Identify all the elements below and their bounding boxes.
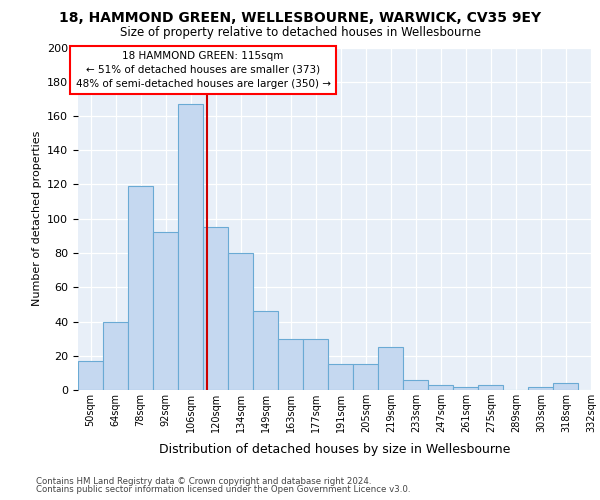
Text: 18, HAMMOND GREEN, WELLESBOURNE, WARWICK, CV35 9EY: 18, HAMMOND GREEN, WELLESBOURNE, WARWICK…: [59, 11, 541, 25]
Bar: [128, 186, 153, 390]
Bar: [454, 386, 478, 390]
Text: Contains public sector information licensed under the Open Government Licence v3: Contains public sector information licen…: [36, 485, 410, 494]
Bar: [478, 385, 503, 390]
Bar: [103, 322, 128, 390]
Bar: [428, 385, 454, 390]
Text: Contains HM Land Registry data © Crown copyright and database right 2024.: Contains HM Land Registry data © Crown c…: [36, 477, 371, 486]
Bar: [78, 361, 103, 390]
Bar: [178, 104, 203, 390]
Bar: [228, 253, 253, 390]
Bar: [529, 386, 553, 390]
Bar: [328, 364, 353, 390]
X-axis label: Distribution of detached houses by size in Wellesbourne: Distribution of detached houses by size …: [159, 444, 510, 456]
Bar: [353, 364, 378, 390]
Bar: [203, 228, 228, 390]
Bar: [403, 380, 428, 390]
Bar: [278, 338, 303, 390]
Bar: [253, 311, 278, 390]
Bar: [378, 347, 403, 390]
Y-axis label: Number of detached properties: Number of detached properties: [32, 131, 41, 306]
Bar: [303, 338, 328, 390]
Bar: [153, 232, 178, 390]
Text: 18 HAMMOND GREEN: 115sqm
← 51% of detached houses are smaller (373)
48% of semi-: 18 HAMMOND GREEN: 115sqm ← 51% of detach…: [76, 51, 331, 89]
Text: Size of property relative to detached houses in Wellesbourne: Size of property relative to detached ho…: [119, 26, 481, 39]
Bar: [553, 383, 578, 390]
